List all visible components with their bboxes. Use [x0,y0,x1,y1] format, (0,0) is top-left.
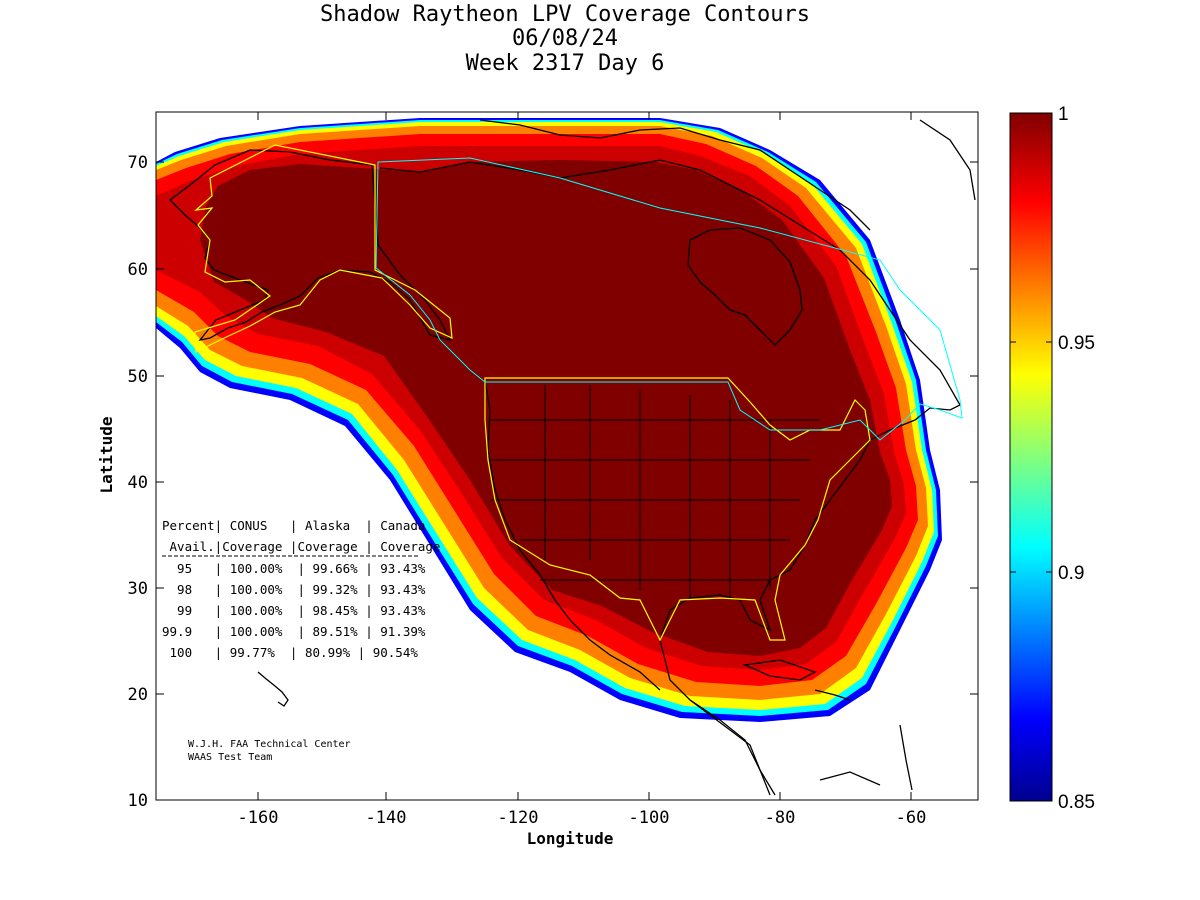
colorbar-tick: 0.9 [1058,563,1084,584]
y-tick: 70 [128,153,148,173]
credit-line: WAAS Test Team [188,752,272,763]
table-header-1: Percent| CONUS | Alaska | Canada [162,518,425,533]
x-tick: -160 [238,808,279,828]
y-tick: 30 [128,579,148,599]
x-tick: -80 [765,808,796,828]
us-states [490,385,820,600]
hudson-bay [687,227,803,346]
west-coast [484,379,661,691]
table-row: 100 | 99.77% | 80.99% | 90.54% [162,645,418,660]
chart-title: Shadow Raytheon LPV Coverage Contours [319,2,811,27]
table-row: 95 | 100.00% | 99.66% | 93.43% [162,561,426,576]
colorbar-tick: 0.85 [1058,792,1095,813]
y-tick-labels: 70 60 50 40 30 20 10 [128,153,148,811]
hawaii [257,671,289,707]
y-axis-label: Latitude [97,416,116,493]
central-america [689,699,881,796]
x-tick: -120 [498,808,539,828]
arctic-islands [479,119,976,231]
colorbar-tick: 1 [1058,104,1069,125]
y-tick: 20 [128,685,148,705]
x-tick: -100 [629,808,670,828]
x-tick-labels: -160 -140 -120 -100 -80 -60 [238,808,927,828]
coastlines [169,119,976,796]
y-tick: 40 [128,473,148,493]
alaska-coast [169,149,452,341]
colorbar-gradient [1009,112,1053,802]
y-tick: 60 [128,260,148,280]
table-row: 99.9 | 100.00% | 89.51% | 91.39% [162,624,426,639]
contour-full-coverage [200,160,892,656]
coverage-contours [156,118,942,722]
credit-block: W.J.H. FAA Technical Center WAAS Test Te… [188,739,351,763]
canada-boundary [375,157,963,441]
credit-line: W.J.H. FAA Technical Center [188,739,351,750]
table-row: 98 | 100.00% | 99.32% | 93.43% [162,582,426,597]
plot-frame [155,111,979,801]
chart-date: 06/08/24 [512,26,618,51]
table-header-2: Avail.|Coverage |Coverage | Coverage [162,539,440,554]
y-tick: 50 [128,367,148,387]
x-tick: -60 [896,808,927,828]
y-tick: 10 [128,791,148,811]
chart-week: Week 2317 Day 6 [465,51,665,76]
caribbean [742,659,913,791]
x-tick: -140 [366,808,407,828]
x-axis-label: Longitude [527,829,614,848]
north-coast-arctic [379,159,961,796]
axis-ticks [156,112,978,800]
table-row: 99 | 100.00% | 98.45% | 93.43% [162,603,426,618]
alaska-boundary [194,144,453,353]
coverage-table: Percent| CONUS | Alaska | Canada Avail.|… [162,518,440,660]
colorbar: 1 0.95 0.9 0.85 [1009,104,1095,813]
colorbar-tick: 0.95 [1058,333,1095,354]
